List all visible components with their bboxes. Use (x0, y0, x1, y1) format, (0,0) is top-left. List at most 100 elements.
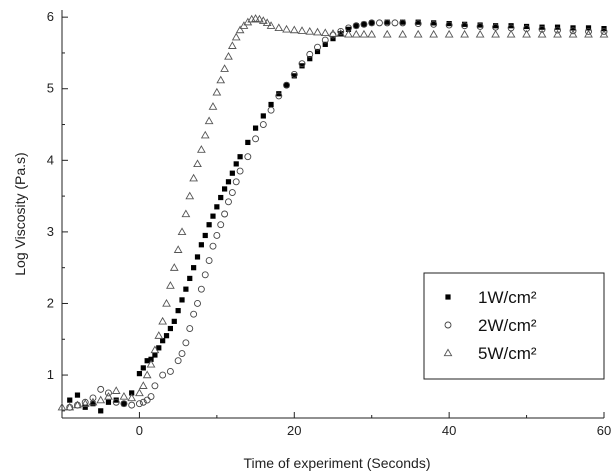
data-point (568, 29, 578, 38)
legend-label: 2W/cm² (478, 316, 537, 335)
data-point (290, 70, 298, 78)
data-point (194, 254, 201, 260)
data-point (158, 316, 168, 325)
data-point (477, 22, 483, 28)
data-point (228, 189, 236, 196)
data-point (314, 48, 321, 55)
data-point (89, 394, 97, 402)
data-point (216, 75, 226, 84)
data-point (569, 27, 577, 35)
data-point (147, 393, 155, 400)
data-point (202, 232, 208, 239)
data-point (182, 339, 190, 347)
data-point (445, 21, 453, 29)
data-point (231, 32, 241, 41)
data-point (96, 395, 106, 404)
data-point (430, 20, 438, 28)
data-point (197, 285, 205, 293)
data-point (152, 352, 158, 358)
data-point (80, 399, 90, 407)
data-point (360, 20, 368, 28)
data-point (135, 400, 143, 408)
data-point (120, 400, 128, 408)
data-point (186, 325, 194, 332)
data-point (298, 60, 306, 68)
data-point (74, 392, 81, 398)
data-point (138, 381, 148, 389)
data-point (600, 28, 608, 35)
data-point (113, 397, 119, 403)
data-point (313, 27, 322, 36)
data-point (585, 28, 592, 35)
data-point (187, 275, 193, 282)
data-point (181, 209, 191, 218)
data-point (367, 29, 377, 38)
data-point (353, 23, 359, 29)
data-point (154, 331, 164, 339)
data-point (204, 116, 214, 125)
data-point (227, 41, 237, 49)
data-point (599, 29, 609, 38)
data-point (276, 91, 282, 97)
data-point (169, 263, 179, 271)
data-point (142, 370, 152, 379)
data-point (476, 23, 484, 30)
data-point (143, 396, 151, 404)
data-point (105, 389, 112, 397)
data-point (183, 286, 189, 292)
data-point (194, 300, 201, 307)
data-point (193, 159, 202, 168)
data-point (258, 16, 268, 24)
data-point (336, 29, 346, 37)
data-point (67, 397, 73, 403)
data-point (475, 29, 485, 38)
y-tick-label: 3 (47, 224, 54, 239)
data-point (128, 401, 136, 409)
y-tick-label: 2 (47, 295, 54, 310)
data-point (299, 63, 305, 69)
data-point (144, 358, 150, 364)
data-point (391, 19, 399, 27)
legend-label: 5W/cm² (478, 344, 537, 363)
series-1 (67, 19, 607, 414)
data-point (553, 29, 562, 38)
data-point (491, 29, 500, 38)
data-point (178, 350, 186, 358)
data-point (539, 24, 545, 30)
data-point (166, 368, 174, 375)
data-point (262, 18, 272, 27)
data-point (167, 325, 173, 332)
data-point (212, 87, 222, 96)
data-point (328, 29, 338, 37)
data-point (259, 121, 267, 128)
data-point (382, 29, 392, 38)
data-point (337, 28, 345, 35)
data-point (173, 245, 183, 253)
data-point (162, 298, 171, 307)
data-point (359, 29, 369, 38)
data-point (140, 365, 146, 371)
data-point (508, 23, 514, 29)
data-point (189, 173, 199, 182)
data-point (112, 398, 120, 406)
data-point (135, 388, 144, 397)
data-point (267, 106, 275, 114)
data-point (338, 31, 344, 37)
data-point (198, 242, 204, 248)
data-point (415, 19, 421, 25)
data-point (245, 139, 251, 146)
data-point (252, 125, 259, 131)
data-point (493, 23, 499, 29)
data-point (275, 92, 283, 100)
data-point (444, 29, 454, 38)
data-point (156, 345, 162, 351)
data-point (252, 135, 260, 143)
data-point (57, 402, 67, 411)
data-point (268, 101, 274, 108)
x-axis-title: Time of experiment (Seconds) (244, 455, 431, 471)
data-point (345, 26, 352, 32)
data-point (414, 20, 422, 28)
data-point (73, 400, 82, 409)
data-point (305, 26, 315, 35)
y-tick-label: 6 (47, 9, 54, 24)
